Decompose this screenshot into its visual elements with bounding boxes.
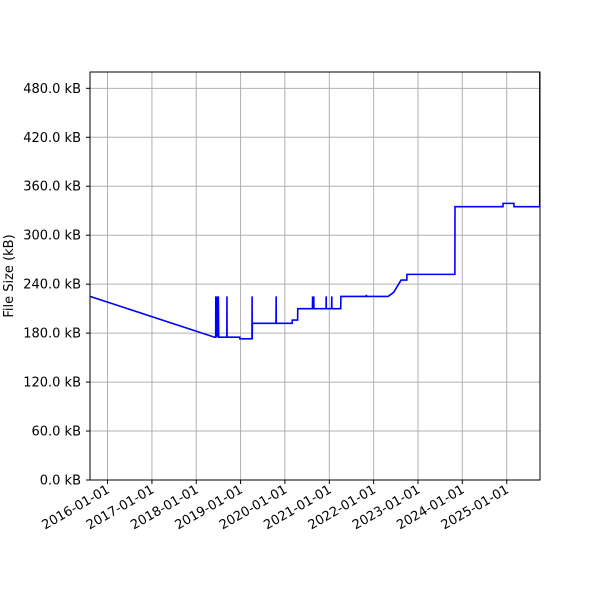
grid [90,72,540,481]
y-tick-label: 60.0 kB [31,425,81,440]
file-size-series-line [90,72,540,340]
series-layer [90,72,540,340]
y-tick-label: 360.0 kB [23,180,81,195]
ticks [86,87,508,484]
y-tick-label: 240.0 kB [23,278,81,293]
plot-frame [89,71,541,481]
y-tick-label: 420.0 kB [23,131,81,146]
tick-labels: 0.0 kB 60.0 kB 120.0 kB 180.0 kB 240.0 kB 300… [23,82,512,533]
y-tick-label: 0.0 kB [40,474,81,489]
y-axis-label: File Size (kB) [2,234,17,317]
y-tick-label: 180.0 kB [23,327,81,342]
y-tick-label: 480.0 kB [23,82,81,97]
y-tick-label: 120.0 kB [23,376,81,391]
y-tick-label: 300.0 kB [23,229,81,244]
